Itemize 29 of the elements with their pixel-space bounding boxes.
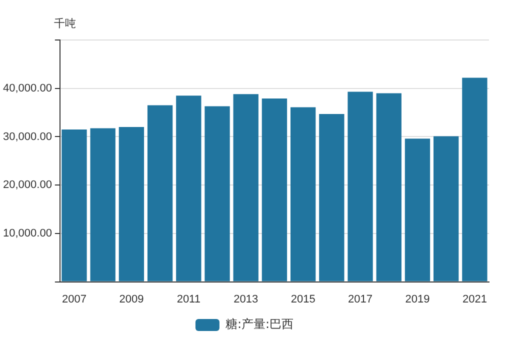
bar (404, 138, 430, 282)
bar (462, 78, 488, 282)
legend-label: 糖:产量:巴西 (225, 317, 294, 332)
bar (434, 136, 459, 282)
bar (290, 107, 316, 282)
x-tick-label: 2011 (176, 293, 200, 306)
y-tick-label: 30,000.00 (3, 130, 52, 143)
x-tick-label: 2015 (290, 293, 316, 306)
x-tick-label: 2017 (348, 293, 373, 306)
y-tick-label: 20,000.00 (3, 179, 52, 192)
bar (62, 129, 87, 282)
x-tick-label: 2021 (462, 293, 487, 306)
bar (319, 114, 344, 282)
bar (262, 98, 288, 282)
y-axis-title: 千吨 (54, 16, 76, 31)
bar (176, 96, 202, 282)
bar (147, 105, 173, 282)
bar (348, 92, 373, 282)
x-tick-label: 2019 (405, 293, 430, 306)
x-tick-label: 2007 (62, 293, 86, 306)
x-tick-label: 2009 (119, 293, 144, 306)
bar (118, 127, 144, 282)
bar (233, 94, 258, 282)
y-tick-label: 10,000.00 (3, 227, 52, 240)
bar (90, 128, 116, 282)
bar (204, 106, 230, 282)
y-tick-label: 40,000.00 (3, 82, 52, 94)
x-tick-label: 2013 (234, 293, 258, 306)
bar (376, 93, 402, 282)
